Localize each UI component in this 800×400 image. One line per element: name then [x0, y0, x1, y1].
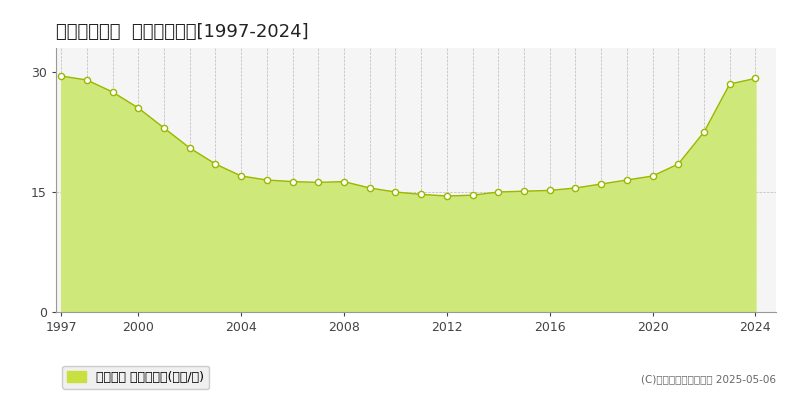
Text: (C)土地価格ドットコム 2025-05-06: (C)土地価格ドットコム 2025-05-06 [641, 374, 776, 384]
Point [646, 173, 659, 179]
Legend: 基準地価 平均坪単価(万円/坪): 基準地価 平均坪単価(万円/坪) [62, 366, 209, 389]
Point [389, 189, 402, 195]
Point [672, 161, 685, 167]
Point [158, 125, 170, 131]
Point [543, 187, 556, 194]
Point [594, 181, 607, 187]
Point [723, 81, 736, 87]
Point [749, 75, 762, 82]
Point [54, 73, 67, 79]
Point [338, 178, 350, 185]
Point [698, 129, 710, 135]
Point [183, 145, 196, 151]
Point [569, 185, 582, 191]
Point [441, 193, 454, 199]
Point [414, 191, 427, 198]
Point [286, 178, 299, 185]
Point [209, 161, 222, 167]
Point [132, 105, 145, 111]
Point [234, 173, 247, 179]
Text: 札幌市手稲区  基準地価推移[1997-2024]: 札幌市手稲区 基準地価推移[1997-2024] [56, 23, 309, 41]
Point [518, 188, 530, 194]
Point [492, 189, 505, 195]
Point [81, 77, 94, 83]
Point [261, 177, 274, 183]
Point [363, 185, 376, 191]
Point [621, 177, 634, 183]
Point [312, 179, 325, 186]
Point [466, 192, 479, 198]
Point [106, 89, 119, 95]
